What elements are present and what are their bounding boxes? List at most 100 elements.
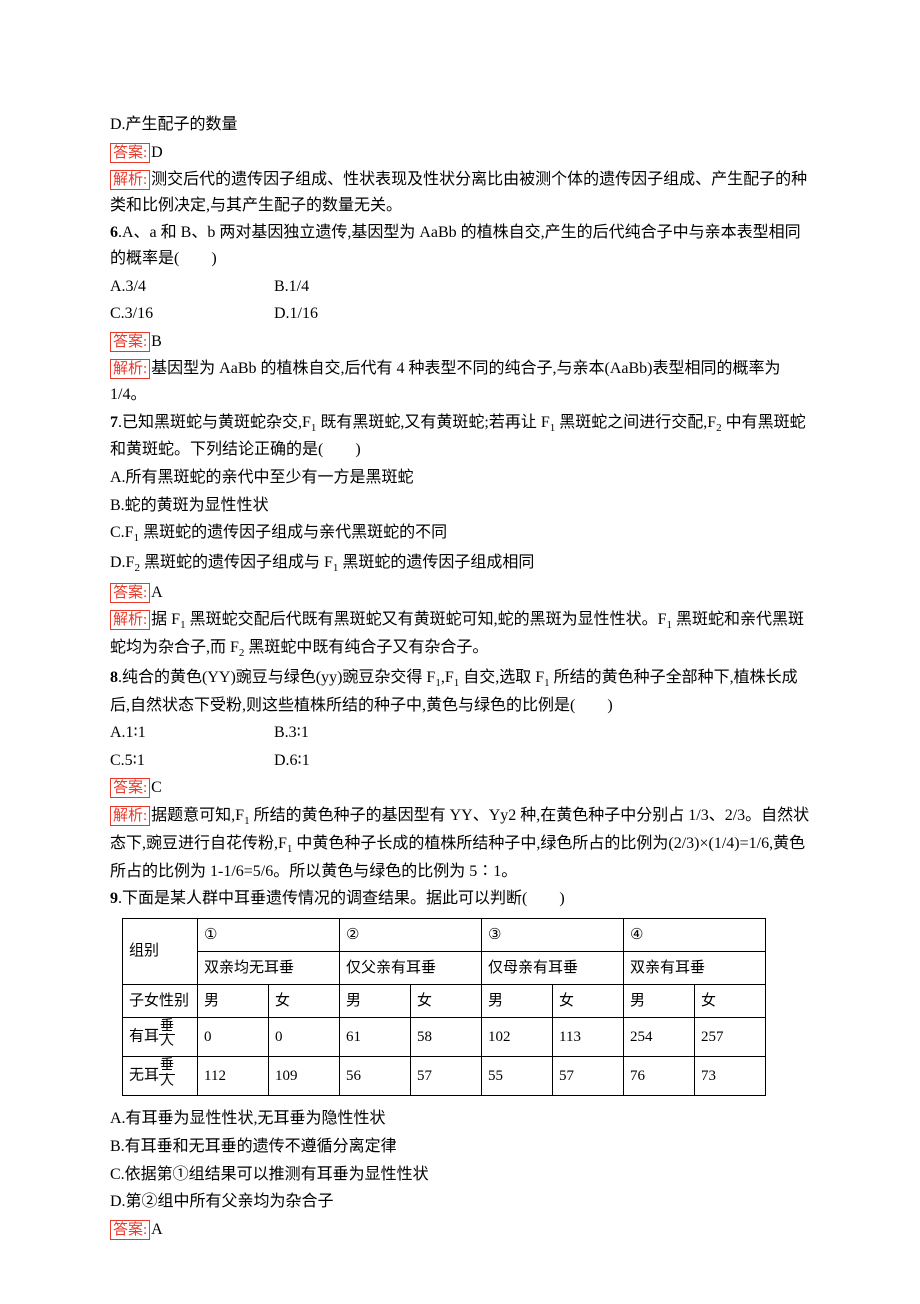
th-c4: ④ bbox=[624, 918, 766, 951]
frac-top: 垂 bbox=[159, 1059, 175, 1075]
td: 女 bbox=[269, 984, 340, 1017]
td: 257 bbox=[695, 1017, 766, 1056]
th-p4: 双亲有耳垂 bbox=[624, 951, 766, 984]
q7-optD-a: D.F bbox=[110, 554, 134, 571]
td: 女 bbox=[695, 984, 766, 1017]
q6-answer: B bbox=[151, 333, 162, 350]
q8-stem-a: .纯合的黄色(YY)豌豆与绿色(yy)豌豆杂交得 F bbox=[118, 669, 435, 686]
q8-expl-a: 据题意可知,F bbox=[151, 807, 244, 824]
q5-answer: D bbox=[151, 144, 163, 161]
q7-optD-c: 黑斑蛇的遗传因子组成相同 bbox=[338, 554, 534, 571]
td: 102 bbox=[482, 1017, 553, 1056]
q9-stem-text: .下面是某人群中耳垂遗传情况的调查结果。据此可以判断( ) bbox=[118, 890, 565, 907]
q6-optB: B.1/4 bbox=[274, 274, 434, 300]
q7-optD: D.F2 黑斑蛇的遗传因子组成与 F1 黑斑蛇的遗传因子组成相同 bbox=[110, 550, 810, 578]
td: 112 bbox=[198, 1057, 269, 1096]
th-sex: 子女性别 bbox=[123, 984, 198, 1017]
q6-stem-text: .A、a 和 B、b 两对基因独立遗传,基因型为 AaBb 的植株自交,产生的后… bbox=[110, 224, 801, 267]
q9-answer-line: 答案:A bbox=[110, 1217, 810, 1243]
q5-answer-line: 答案:D bbox=[110, 140, 810, 166]
td: 254 bbox=[624, 1017, 695, 1056]
th-p1: 双亲均无耳垂 bbox=[198, 951, 340, 984]
td: 113 bbox=[553, 1017, 624, 1056]
td: 57 bbox=[553, 1057, 624, 1096]
td: 0 bbox=[269, 1017, 340, 1056]
q7-expl-line: 解析:据 F1 黑斑蛇交配后代既有黑斑蛇又有黄斑蛇可知,蛇的黑斑为显性性状。F1… bbox=[110, 607, 810, 663]
td: 58 bbox=[411, 1017, 482, 1056]
q7-optA: A.所有黑斑蛇的亲代中至少有一方是黑斑蛇 bbox=[110, 465, 810, 491]
q7-stem: 7.已知黑斑蛇与黄斑蛇杂交,F1 既有黑斑蛇,又有黄斑蛇;若再让 F1 黑斑蛇之… bbox=[110, 410, 810, 463]
q8-expl-line: 解析:据题意可知,F1 所结的黄色种子的基因型有 YY、Yy2 种,在黄色种子中… bbox=[110, 803, 810, 884]
q8-answer-line: 答案:C bbox=[110, 775, 810, 801]
q7-stem-c: 黑斑蛇之间进行交配,F bbox=[555, 414, 716, 431]
frac-icon: 垂人 bbox=[159, 1020, 175, 1050]
q5-option-d: D.产生配子的数量 bbox=[110, 112, 810, 138]
th-c3: ③ bbox=[482, 918, 624, 951]
td: 109 bbox=[269, 1057, 340, 1096]
q6-answer-line: 答案:B bbox=[110, 329, 810, 355]
frac-bot: 人 bbox=[159, 1035, 175, 1050]
q6-expl: 基因型为 AaBb 的植株自交,后代有 4 种表型不同的纯合子,与亲本(AaBb… bbox=[110, 360, 781, 403]
td: 男 bbox=[340, 984, 411, 1017]
q7-number: 7 bbox=[110, 414, 118, 431]
explain-label: 解析: bbox=[110, 610, 150, 630]
td: 男 bbox=[482, 984, 553, 1017]
q6-optA: A.3/4 bbox=[110, 274, 270, 300]
q7-optB: B.蛇的黄斑为显性性状 bbox=[110, 493, 810, 519]
explain-label: 解析: bbox=[110, 170, 150, 190]
q6-stem: 6.A、a 和 B、b 两对基因独立遗传,基因型为 AaBb 的植株自交,产生的… bbox=[110, 220, 810, 271]
q7-optD-b: 黑斑蛇的遗传因子组成与 F bbox=[140, 554, 333, 571]
q9-stem: 9.下面是某人群中耳垂遗传情况的调查结果。据此可以判断( ) bbox=[110, 886, 810, 912]
table-row: 有耳垂人 0 0 61 58 102 113 254 257 bbox=[123, 1017, 766, 1056]
page: D.产生配子的数量 答案:D 解析:测交后代的遗传因子组成、性状表现及性状分离比… bbox=[0, 0, 920, 1304]
td: 女 bbox=[411, 984, 482, 1017]
th-p2: 仅父亲有耳垂 bbox=[340, 951, 482, 984]
td: 61 bbox=[340, 1017, 411, 1056]
q8-number: 8 bbox=[110, 669, 118, 686]
table-row: 组别 ① ② ③ ④ bbox=[123, 918, 766, 951]
q8-stem-b: ,F bbox=[441, 669, 454, 686]
q7-stem-a: .已知黑斑蛇与黄斑蛇杂交,F bbox=[118, 414, 311, 431]
td: 男 bbox=[198, 984, 269, 1017]
answer-label: 答案: bbox=[110, 1220, 150, 1240]
q7-stem-b: 既有黑斑蛇,又有黄斑蛇;若再让 F bbox=[316, 414, 549, 431]
q9-optB: B.有耳垂和无耳垂的遗传不遵循分离定律 bbox=[110, 1134, 810, 1160]
q6-options-row1: A.3/4 B.1/4 bbox=[110, 274, 810, 300]
q8-options-row2: C.5∶1 D.6∶1 bbox=[110, 748, 810, 774]
th-no: 无耳垂人 bbox=[123, 1057, 198, 1096]
answer-label: 答案: bbox=[110, 143, 150, 163]
explain-label: 解析: bbox=[110, 806, 150, 826]
q7-answer: A bbox=[151, 584, 163, 601]
q8-optB: B.3∶1 bbox=[274, 720, 434, 746]
q7-expl-d: 黑斑蛇中既有纯合子又有杂合子。 bbox=[244, 639, 488, 656]
answer-label: 答案: bbox=[110, 332, 150, 352]
q9-optA: A.有耳垂为显性性状,无耳垂为隐性性状 bbox=[110, 1106, 810, 1132]
q8-stem: 8.纯合的黄色(YY)豌豆与绿色(yy)豌豆杂交得 F1,F1 自交,选取 F1… bbox=[110, 665, 810, 718]
q7-optC-b: 黑斑蛇的遗传因子组成与亲代黑斑蛇的不同 bbox=[139, 524, 447, 541]
q8-optC: C.5∶1 bbox=[110, 748, 270, 774]
td: 男 bbox=[624, 984, 695, 1017]
answer-label: 答案: bbox=[110, 583, 150, 603]
frac-bot: 人 bbox=[159, 1075, 175, 1090]
q7-optC-a: C.F bbox=[110, 524, 134, 541]
td: 女 bbox=[553, 984, 624, 1017]
q7-optC: C.F1 黑斑蛇的遗传因子组成与亲代黑斑蛇的不同 bbox=[110, 520, 810, 548]
r4-lbl-a: 无耳 bbox=[129, 1068, 159, 1084]
answer-label: 答案: bbox=[110, 778, 150, 798]
survey-table: 组别 ① ② ③ ④ 双亲均无耳垂 仅父亲有耳垂 仅母亲有耳垂 双亲有耳垂 子女… bbox=[122, 918, 766, 1097]
q6-optD: D.1/16 bbox=[274, 301, 434, 327]
td: 57 bbox=[411, 1057, 482, 1096]
q9-optC: C.依据第①组结果可以推测有耳垂为显性性状 bbox=[110, 1162, 810, 1188]
td: 76 bbox=[624, 1057, 695, 1096]
th-p3: 仅母亲有耳垂 bbox=[482, 951, 624, 984]
td: 73 bbox=[695, 1057, 766, 1096]
th-has: 有耳垂人 bbox=[123, 1017, 198, 1056]
q6-expl-line: 解析:基因型为 AaBb 的植株自交,后代有 4 种表型不同的纯合子,与亲本(A… bbox=[110, 356, 810, 407]
q9-optD: D.第②组中所有父亲均为杂合子 bbox=[110, 1189, 810, 1215]
explain-label: 解析: bbox=[110, 359, 150, 379]
q7-expl-b: 黑斑蛇交配后代既有黑斑蛇又有黄斑蛇可知,蛇的黑斑为显性性状。F bbox=[186, 611, 667, 628]
q8-options-row1: A.1∶1 B.3∶1 bbox=[110, 720, 810, 746]
q9-answer: A bbox=[151, 1221, 163, 1238]
frac-icon: 垂人 bbox=[159, 1059, 175, 1089]
td: 55 bbox=[482, 1057, 553, 1096]
